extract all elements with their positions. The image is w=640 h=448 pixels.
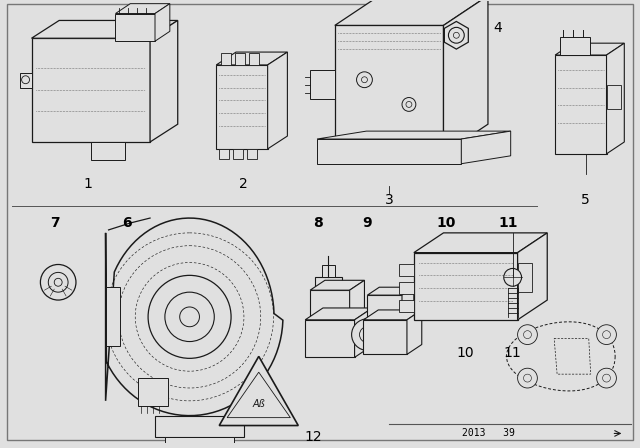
Circle shape bbox=[449, 27, 464, 43]
Circle shape bbox=[603, 331, 611, 339]
Polygon shape bbox=[335, 0, 488, 26]
Circle shape bbox=[524, 331, 531, 339]
Polygon shape bbox=[367, 287, 414, 295]
Polygon shape bbox=[221, 53, 231, 65]
Polygon shape bbox=[364, 320, 407, 354]
Circle shape bbox=[524, 374, 531, 382]
Circle shape bbox=[402, 98, 416, 112]
Circle shape bbox=[148, 276, 231, 358]
Text: 2: 2 bbox=[239, 177, 247, 190]
Text: Aß: Aß bbox=[252, 399, 265, 409]
Polygon shape bbox=[220, 356, 298, 426]
Circle shape bbox=[603, 374, 611, 382]
Polygon shape bbox=[115, 13, 155, 41]
Polygon shape bbox=[364, 310, 422, 320]
Polygon shape bbox=[554, 339, 591, 374]
Polygon shape bbox=[20, 73, 31, 88]
Polygon shape bbox=[355, 308, 372, 358]
Polygon shape bbox=[220, 149, 229, 159]
Polygon shape bbox=[555, 55, 607, 154]
Circle shape bbox=[356, 72, 372, 88]
Polygon shape bbox=[138, 378, 168, 406]
Circle shape bbox=[518, 368, 538, 388]
Circle shape bbox=[48, 272, 68, 292]
Polygon shape bbox=[414, 253, 518, 320]
Circle shape bbox=[165, 292, 214, 341]
Polygon shape bbox=[155, 416, 244, 437]
Polygon shape bbox=[235, 53, 245, 65]
Circle shape bbox=[406, 101, 412, 108]
Polygon shape bbox=[247, 149, 257, 159]
Text: 5: 5 bbox=[581, 194, 590, 207]
Polygon shape bbox=[560, 37, 589, 55]
Polygon shape bbox=[216, 52, 287, 65]
Text: 10: 10 bbox=[456, 346, 474, 361]
Polygon shape bbox=[106, 287, 120, 346]
Text: 8: 8 bbox=[313, 216, 323, 230]
Circle shape bbox=[54, 278, 62, 286]
Polygon shape bbox=[310, 290, 349, 320]
Text: 7: 7 bbox=[51, 216, 60, 230]
Polygon shape bbox=[317, 139, 461, 164]
Text: 6: 6 bbox=[122, 216, 132, 230]
Polygon shape bbox=[349, 280, 364, 320]
Polygon shape bbox=[518, 263, 532, 292]
Circle shape bbox=[453, 32, 460, 38]
Polygon shape bbox=[322, 266, 335, 277]
Circle shape bbox=[504, 268, 522, 286]
Circle shape bbox=[596, 368, 616, 388]
Circle shape bbox=[360, 327, 375, 343]
Text: 1: 1 bbox=[83, 177, 92, 190]
Polygon shape bbox=[555, 43, 624, 55]
Polygon shape bbox=[317, 131, 511, 139]
Circle shape bbox=[596, 325, 616, 345]
Polygon shape bbox=[165, 437, 234, 448]
Polygon shape bbox=[106, 218, 283, 416]
Circle shape bbox=[22, 76, 29, 84]
Polygon shape bbox=[507, 322, 615, 391]
Polygon shape bbox=[115, 4, 170, 13]
Text: 11: 11 bbox=[498, 216, 518, 230]
Polygon shape bbox=[367, 295, 402, 320]
Polygon shape bbox=[31, 38, 150, 142]
Polygon shape bbox=[216, 65, 268, 149]
Polygon shape bbox=[461, 131, 511, 164]
Polygon shape bbox=[305, 308, 372, 320]
Polygon shape bbox=[607, 43, 624, 154]
Circle shape bbox=[362, 77, 367, 83]
Polygon shape bbox=[402, 287, 414, 320]
Polygon shape bbox=[407, 310, 422, 354]
Circle shape bbox=[351, 319, 383, 350]
Text: 12: 12 bbox=[304, 431, 322, 444]
Polygon shape bbox=[305, 320, 355, 358]
Text: 11: 11 bbox=[504, 346, 522, 361]
Polygon shape bbox=[155, 4, 170, 41]
Polygon shape bbox=[399, 300, 414, 312]
Polygon shape bbox=[150, 21, 178, 142]
Polygon shape bbox=[91, 142, 125, 160]
Polygon shape bbox=[268, 52, 287, 149]
Polygon shape bbox=[315, 277, 342, 290]
Text: 10: 10 bbox=[436, 216, 456, 230]
Polygon shape bbox=[399, 282, 414, 294]
Polygon shape bbox=[335, 26, 444, 154]
Polygon shape bbox=[233, 149, 243, 159]
Polygon shape bbox=[31, 21, 178, 38]
Polygon shape bbox=[399, 264, 414, 276]
Polygon shape bbox=[414, 233, 547, 253]
Polygon shape bbox=[444, 0, 488, 154]
Polygon shape bbox=[249, 53, 259, 65]
Polygon shape bbox=[310, 280, 364, 290]
Circle shape bbox=[180, 307, 200, 327]
Text: 4: 4 bbox=[493, 22, 502, 35]
Polygon shape bbox=[607, 85, 621, 109]
Polygon shape bbox=[310, 70, 335, 99]
Circle shape bbox=[40, 264, 76, 300]
Polygon shape bbox=[444, 22, 468, 49]
Text: 3: 3 bbox=[385, 194, 394, 207]
Text: 9: 9 bbox=[363, 216, 372, 230]
Polygon shape bbox=[518, 233, 547, 320]
Circle shape bbox=[518, 325, 538, 345]
Text: 2013   39: 2013 39 bbox=[461, 428, 515, 439]
